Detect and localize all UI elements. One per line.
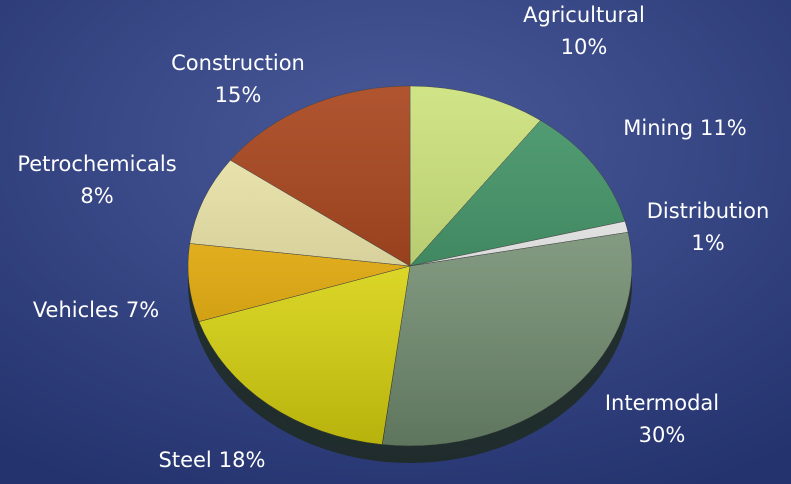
data-label: Vehicles 7% — [33, 298, 159, 322]
category-label: Distribution — [647, 199, 770, 223]
value-label: 8% — [80, 184, 113, 208]
category-label: Mining — [623, 116, 693, 140]
value-label: 1% — [691, 231, 724, 255]
value-label: 30% — [639, 423, 686, 447]
category-label: Petrochemicals — [17, 152, 176, 176]
value-label: 10% — [561, 35, 608, 59]
category-label: Construction — [171, 51, 305, 75]
chart: Agricultural 10% Mining 11% Distribution 1% In… — [0, 0, 791, 484]
category-label: Agricultural — [523, 3, 645, 27]
value-label: 15% — [215, 83, 262, 107]
value-label: 18% — [219, 448, 266, 472]
category-label: Steel — [159, 448, 212, 472]
value-label: 7% — [126, 298, 159, 322]
data-label: Mining 11% — [623, 116, 746, 140]
category-label: Vehicles — [33, 298, 119, 322]
value-label: 11% — [700, 116, 747, 140]
category-label: Intermodal — [605, 391, 719, 415]
